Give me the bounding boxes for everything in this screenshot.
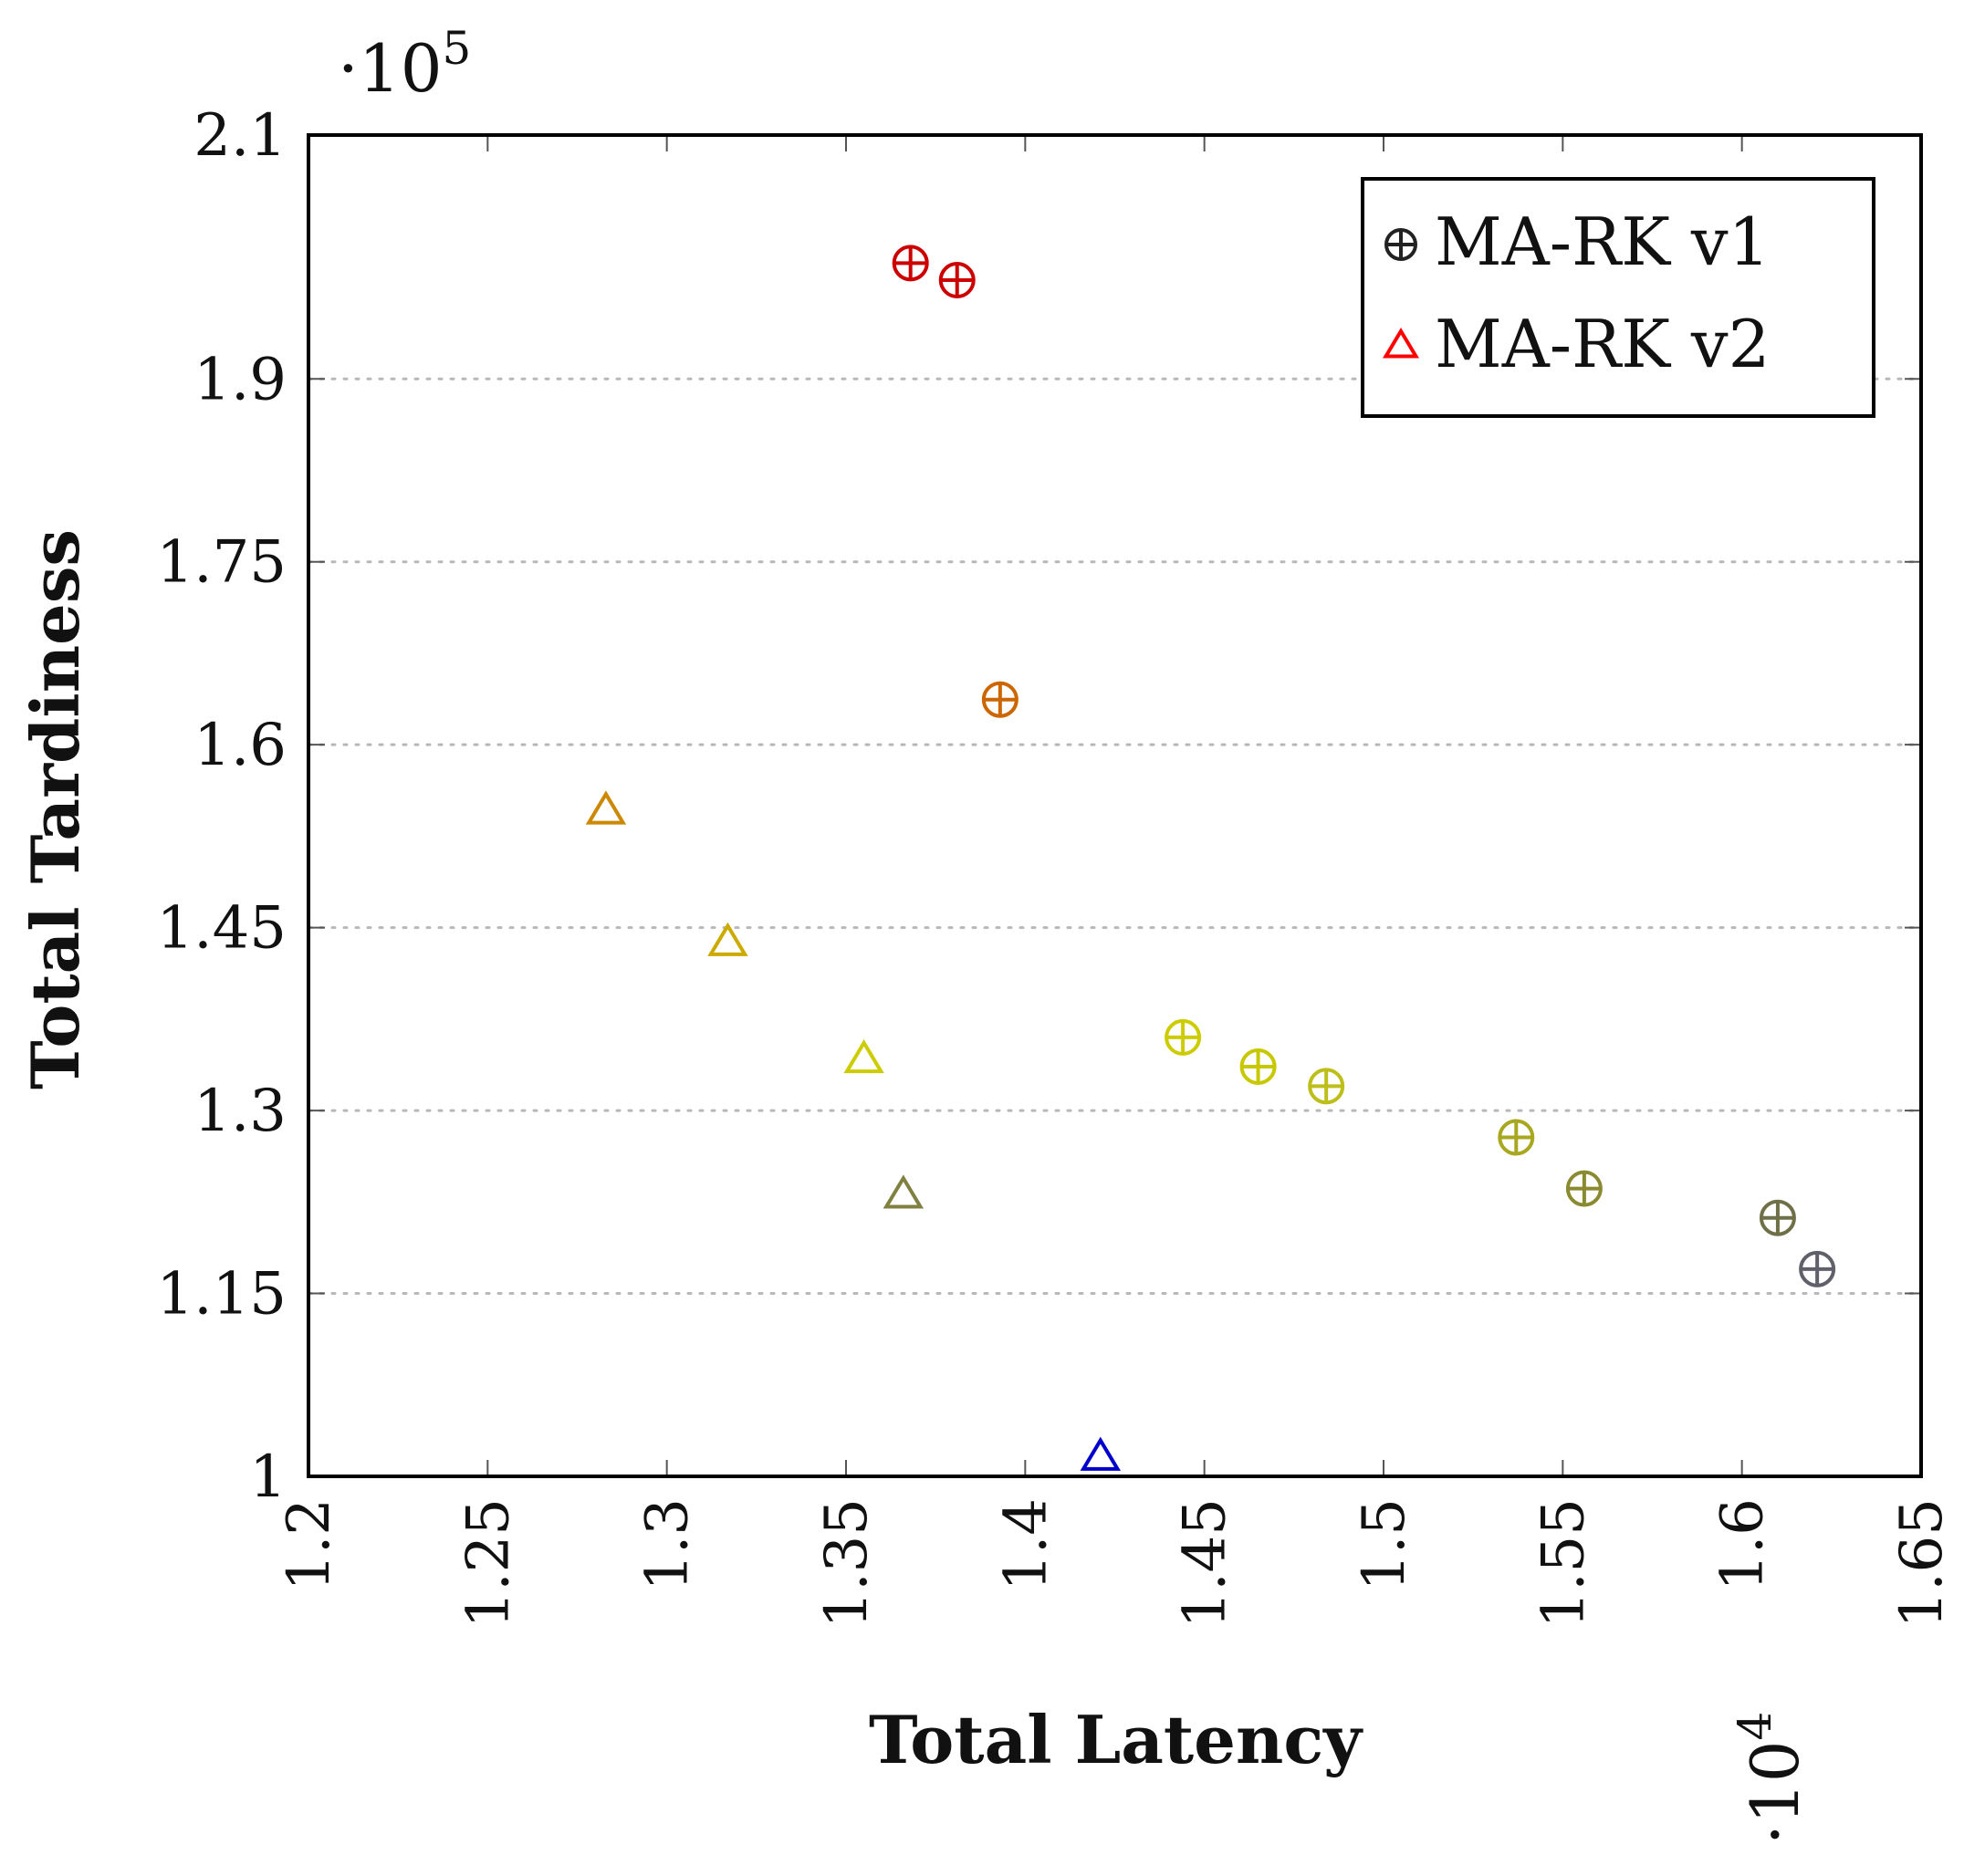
- circle-plus-marker: [981, 681, 1019, 718]
- triangle-marker: [707, 922, 748, 956]
- x-scale-exponent: 4: [1729, 1712, 1781, 1741]
- y-tick-label: 1.75: [157, 529, 287, 597]
- legend-box: [1361, 177, 1875, 418]
- legend-label-v1: MA-RK v1: [1435, 203, 1770, 280]
- x-tick-labels: 1.2 1.25 1.3 1.35 1.4 1.45 1.5 1.55 1.6 1.65: [276, 1498, 1956, 1629]
- y-tick-label: 2.1: [193, 102, 287, 170]
- circle-plus-marker: [1759, 1199, 1796, 1236]
- grid-layer: [307, 377, 1923, 1296]
- y-scale-base: ·10: [338, 30, 443, 107]
- y-tick-label: 1.15: [157, 1261, 287, 1329]
- circle-plus-marker: [1239, 1047, 1277, 1085]
- legend-label-v2: MA-RK v2: [1435, 306, 1770, 382]
- triangle-marker: [883, 1174, 925, 1209]
- x-scale-factor: ·104: [1729, 1712, 1813, 1845]
- y-axis-title: Total Tardiness: [16, 529, 94, 1089]
- circle-plus-marker: [1565, 1170, 1603, 1207]
- y-tick-labels: 1 1.15 1.3 1.45 1.6 1.75 1.9 2.1: [157, 102, 287, 1511]
- x-scale-base: ·10: [1737, 1740, 1813, 1845]
- y-tick-label: 1.45: [157, 895, 287, 963]
- circle-plus-marker: [892, 245, 929, 282]
- x-tick-label: 1.2: [276, 1498, 343, 1591]
- x-tick-label: 1.25: [454, 1498, 522, 1629]
- x-tick-label: 1.5: [1351, 1498, 1418, 1591]
- y-tick-label: 1.3: [193, 1078, 287, 1145]
- y-tick-label: 1.6: [193, 712, 287, 779]
- y-tick-label: 1.9: [193, 346, 287, 413]
- x-tick-label: 1.45: [1172, 1498, 1239, 1629]
- triangle-marker: [1382, 327, 1420, 359]
- circle-plus-marker: [1384, 228, 1417, 261]
- x-axis-title: Total Latency: [869, 1701, 1363, 1778]
- y-tick-label: 1: [249, 1443, 287, 1511]
- y-scale-exponent: 5: [443, 22, 472, 75]
- legend-marker-circle-plus: [1384, 228, 1417, 261]
- circle-plus-marker: [1799, 1250, 1836, 1287]
- data-points: [585, 245, 1836, 1471]
- y-scale-factor: ·105: [338, 22, 471, 107]
- triangle-marker: [843, 1039, 884, 1074]
- triangle-marker: [585, 790, 627, 825]
- x-tick-label: 1.6: [1709, 1498, 1777, 1591]
- x-tick-label: 1.55: [1530, 1498, 1597, 1629]
- x-tick-label: 1.4: [992, 1498, 1060, 1591]
- circle-plus-marker: [1498, 1119, 1535, 1156]
- legend: MA-RK v1 MA-RK v2: [1361, 177, 1875, 418]
- circle-plus-marker: [938, 262, 976, 299]
- plot-frame: [307, 133, 1923, 1478]
- circle-plus-marker: [1308, 1068, 1345, 1105]
- circle-plus-marker: [1165, 1018, 1202, 1056]
- triangle-marker: [1080, 1436, 1122, 1471]
- legend-marker-triangle: [1382, 327, 1420, 359]
- x-tick-label: 1.35: [813, 1498, 881, 1629]
- x-tick-label: 1.3: [634, 1498, 702, 1591]
- x-tick-label: 1.65: [1888, 1498, 1956, 1629]
